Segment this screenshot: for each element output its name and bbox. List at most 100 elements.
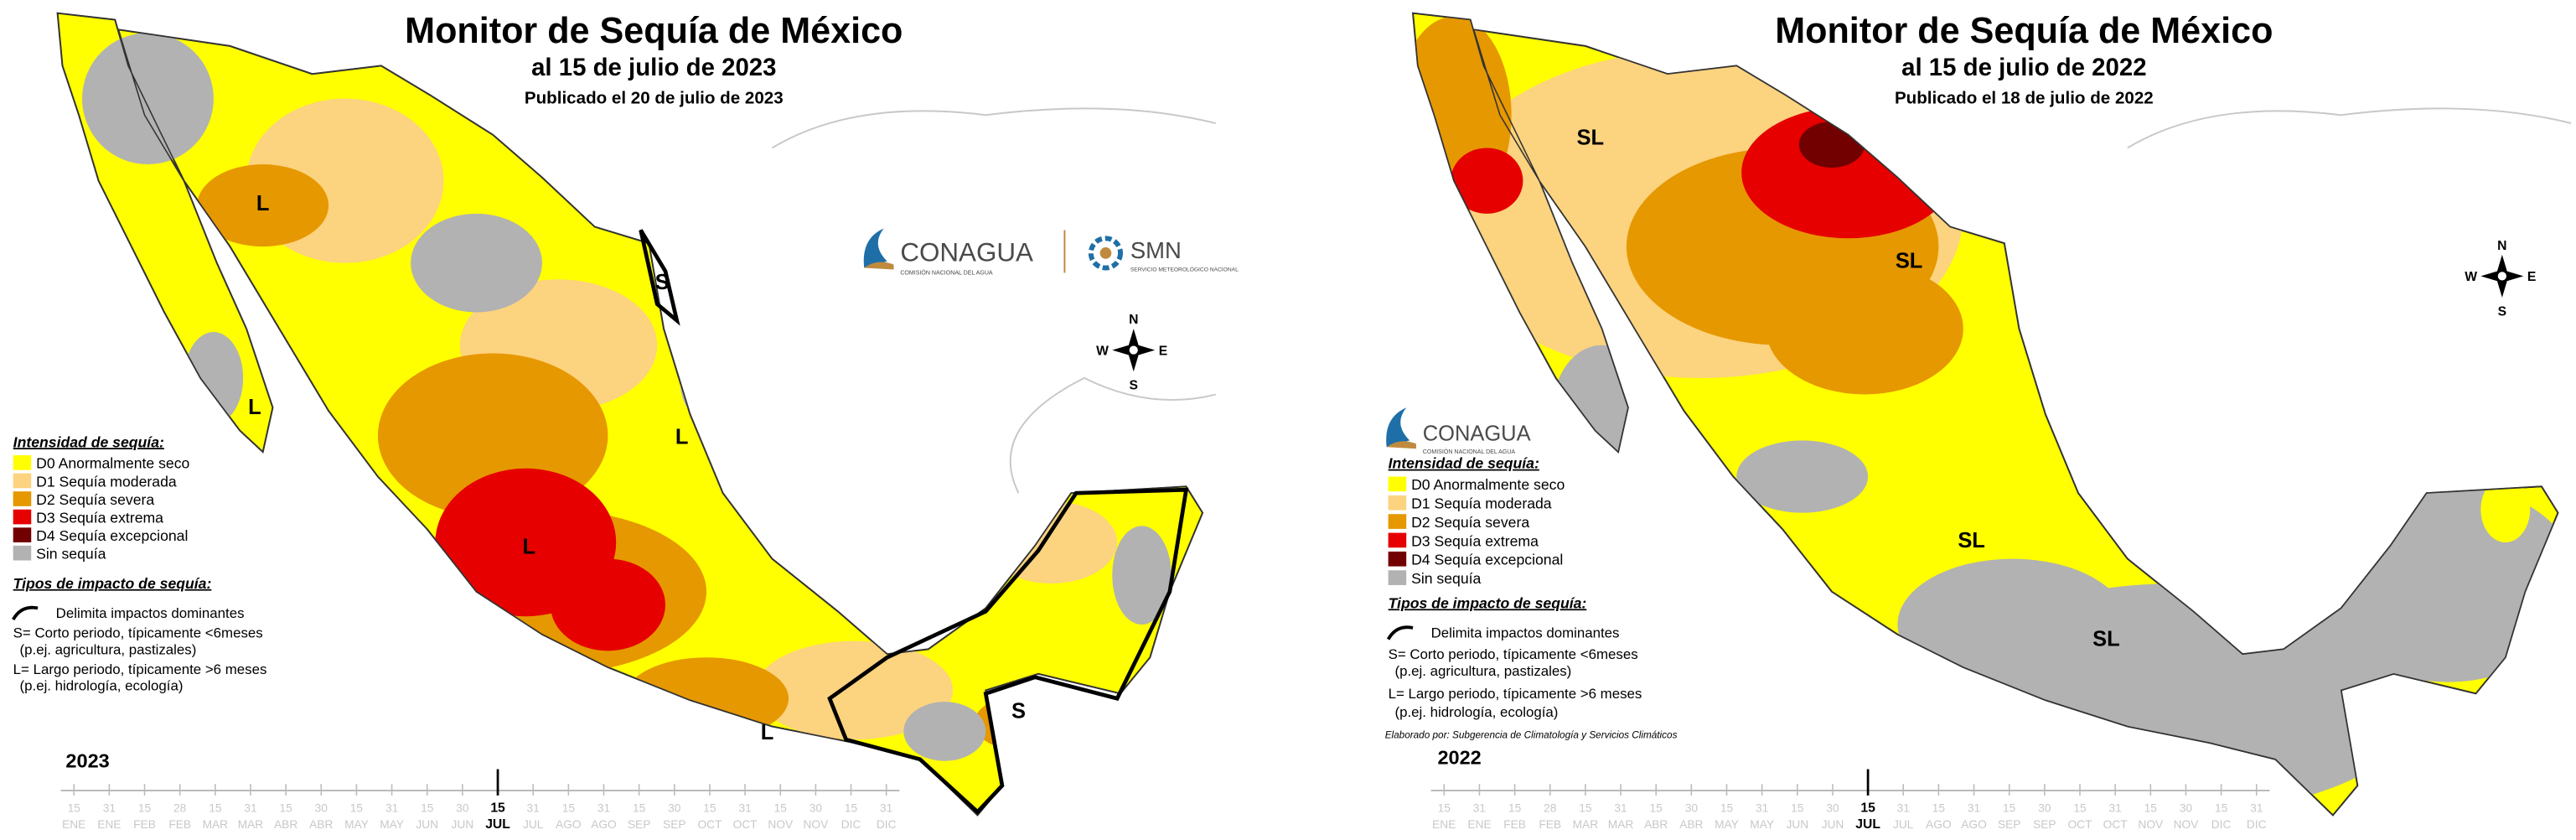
map-label: SL [1576, 127, 1604, 150]
compass-letter: W [1096, 344, 1109, 358]
impact-line: Delimita impactos dominantes [56, 605, 245, 621]
year: 2022 [1437, 747, 1481, 769]
timeline-day: 31 [1897, 801, 1910, 814]
title: Monitor de Sequía de México [1775, 11, 2273, 51]
timeline-month: AGO [556, 818, 582, 831]
timeline-day: 15 [209, 801, 222, 814]
map-label: S [1011, 700, 1026, 723]
d3-area [550, 558, 666, 651]
compass-letter: W [2465, 270, 2477, 284]
timeline-month: AGO [591, 818, 617, 831]
no-drought-area [1552, 345, 1652, 477]
map-label: S [655, 271, 670, 294]
timeline-month: JUL [1893, 818, 1914, 831]
legend-label: D1 Sequía moderada [1411, 495, 1552, 512]
timeline-day: 31 [527, 801, 540, 814]
timeline-month: MAR [1573, 818, 1599, 831]
no-drought-area [82, 33, 214, 165]
timeline-month: MAY [1750, 818, 1774, 831]
legend-swatch [13, 455, 32, 470]
timeline-day: 15 [774, 801, 788, 814]
timeline-day: 15 [845, 801, 858, 814]
timeline-month: JUL [523, 818, 544, 831]
coastline [771, 107, 1217, 494]
timeline-day: 30 [456, 801, 469, 814]
timeline-day: 31 [880, 801, 892, 814]
timeline-month: DIC [2247, 818, 2267, 831]
timeline-month: OCT [2068, 818, 2093, 831]
timeline-day: 15 [633, 801, 646, 814]
timeline-month: SEP [663, 818, 685, 831]
compass-letter: S [1130, 379, 1138, 393]
timeline-month: OCT [697, 818, 722, 831]
timeline-month: ABR [1644, 818, 1668, 831]
compass-letter: N [2497, 239, 2506, 253]
impact-heading: Tipos de impacto de sequía: [13, 575, 212, 592]
map-label: L [675, 425, 689, 449]
logo-subtitle: COMISIÓN NACIONAL DEL AGUA [1423, 448, 1516, 455]
d3-area [1451, 148, 1523, 214]
timeline-month: NOV [2174, 818, 2200, 831]
timeline-month: OCT [733, 818, 758, 831]
timeline-day: 15 [1508, 801, 1522, 814]
timeline-month: MAY [380, 818, 404, 831]
map-label: L [248, 396, 261, 419]
timeline-day: 28 [173, 801, 187, 814]
timeline-day: 15 [1860, 801, 1875, 815]
legend-swatch [1388, 476, 1407, 492]
map-label: SL [2092, 627, 2120, 651]
timeline-day: 31 [103, 801, 116, 814]
d4-area [1901, 144, 1967, 184]
legend-label: Sin sequía [36, 546, 106, 563]
legend-label: D0 Anormalmente seco [36, 455, 189, 472]
legend-label: D2 Sequía severa [36, 491, 154, 508]
timeline-month: JUL [485, 817, 510, 832]
legend-swatch [1388, 532, 1407, 548]
timeline-day: 31 [1968, 801, 1980, 814]
timeline-day: 31 [1756, 801, 1768, 814]
timeline-month: SEP [1998, 818, 2020, 831]
timeline-day: 15 [1438, 801, 1451, 814]
timeline-month: NOV [768, 818, 794, 831]
logo-name: CONAGUA [900, 238, 1033, 267]
map-label: L [256, 192, 270, 215]
legend-label: D0 Anormalmente seco [1411, 476, 1565, 493]
timeline-month: DIC [2211, 818, 2232, 831]
no-drought-area [1897, 558, 2128, 691]
legend-label: D1 Sequía moderada [36, 473, 177, 490]
timeline-day: 31 [385, 801, 398, 814]
timeline-day: 30 [1826, 801, 1839, 814]
timeline-day: 31 [597, 801, 610, 814]
legend-label: D3 Sequía extrema [36, 509, 163, 526]
compass-letter: E [2527, 270, 2536, 284]
timeline-month: FEB [168, 818, 191, 831]
d2-area [1766, 262, 1963, 395]
timeline-day: 30 [2038, 801, 2051, 814]
map-label: SL [1896, 250, 1923, 273]
timeline-day: 31 [1473, 801, 1486, 814]
timeline-month: AGO [1926, 818, 1952, 831]
timeline-month: JUN [416, 818, 438, 831]
timeline-month: JUL [1855, 817, 1880, 832]
legend-label: Sin sequía [1411, 570, 1481, 587]
compass-letter: N [1129, 313, 1138, 327]
timeline-month: JUN [1822, 818, 1844, 831]
timeline-day: 30 [1685, 801, 1699, 814]
coastline [2127, 107, 2572, 149]
map [56, 12, 1217, 817]
timeline-day: 30 [810, 801, 823, 814]
timeline-day: 15 [703, 801, 716, 814]
timeline-day: 15 [490, 801, 505, 815]
d2-area [197, 164, 329, 247]
timeline-month: JUN [1786, 818, 1808, 831]
legend-swatch [1388, 551, 1407, 567]
timeline-day: 15 [1650, 801, 1663, 814]
no-drought-area [1112, 526, 1172, 625]
legend-swatch [1388, 495, 1407, 511]
timeline-month: FEB [1539, 818, 1561, 831]
d3-area [1741, 106, 1955, 239]
legend-swatch [13, 491, 32, 506]
content: Monitor de Sequía de México al 15 de juli… [11, 11, 2572, 832]
d2-area [974, 698, 1047, 749]
